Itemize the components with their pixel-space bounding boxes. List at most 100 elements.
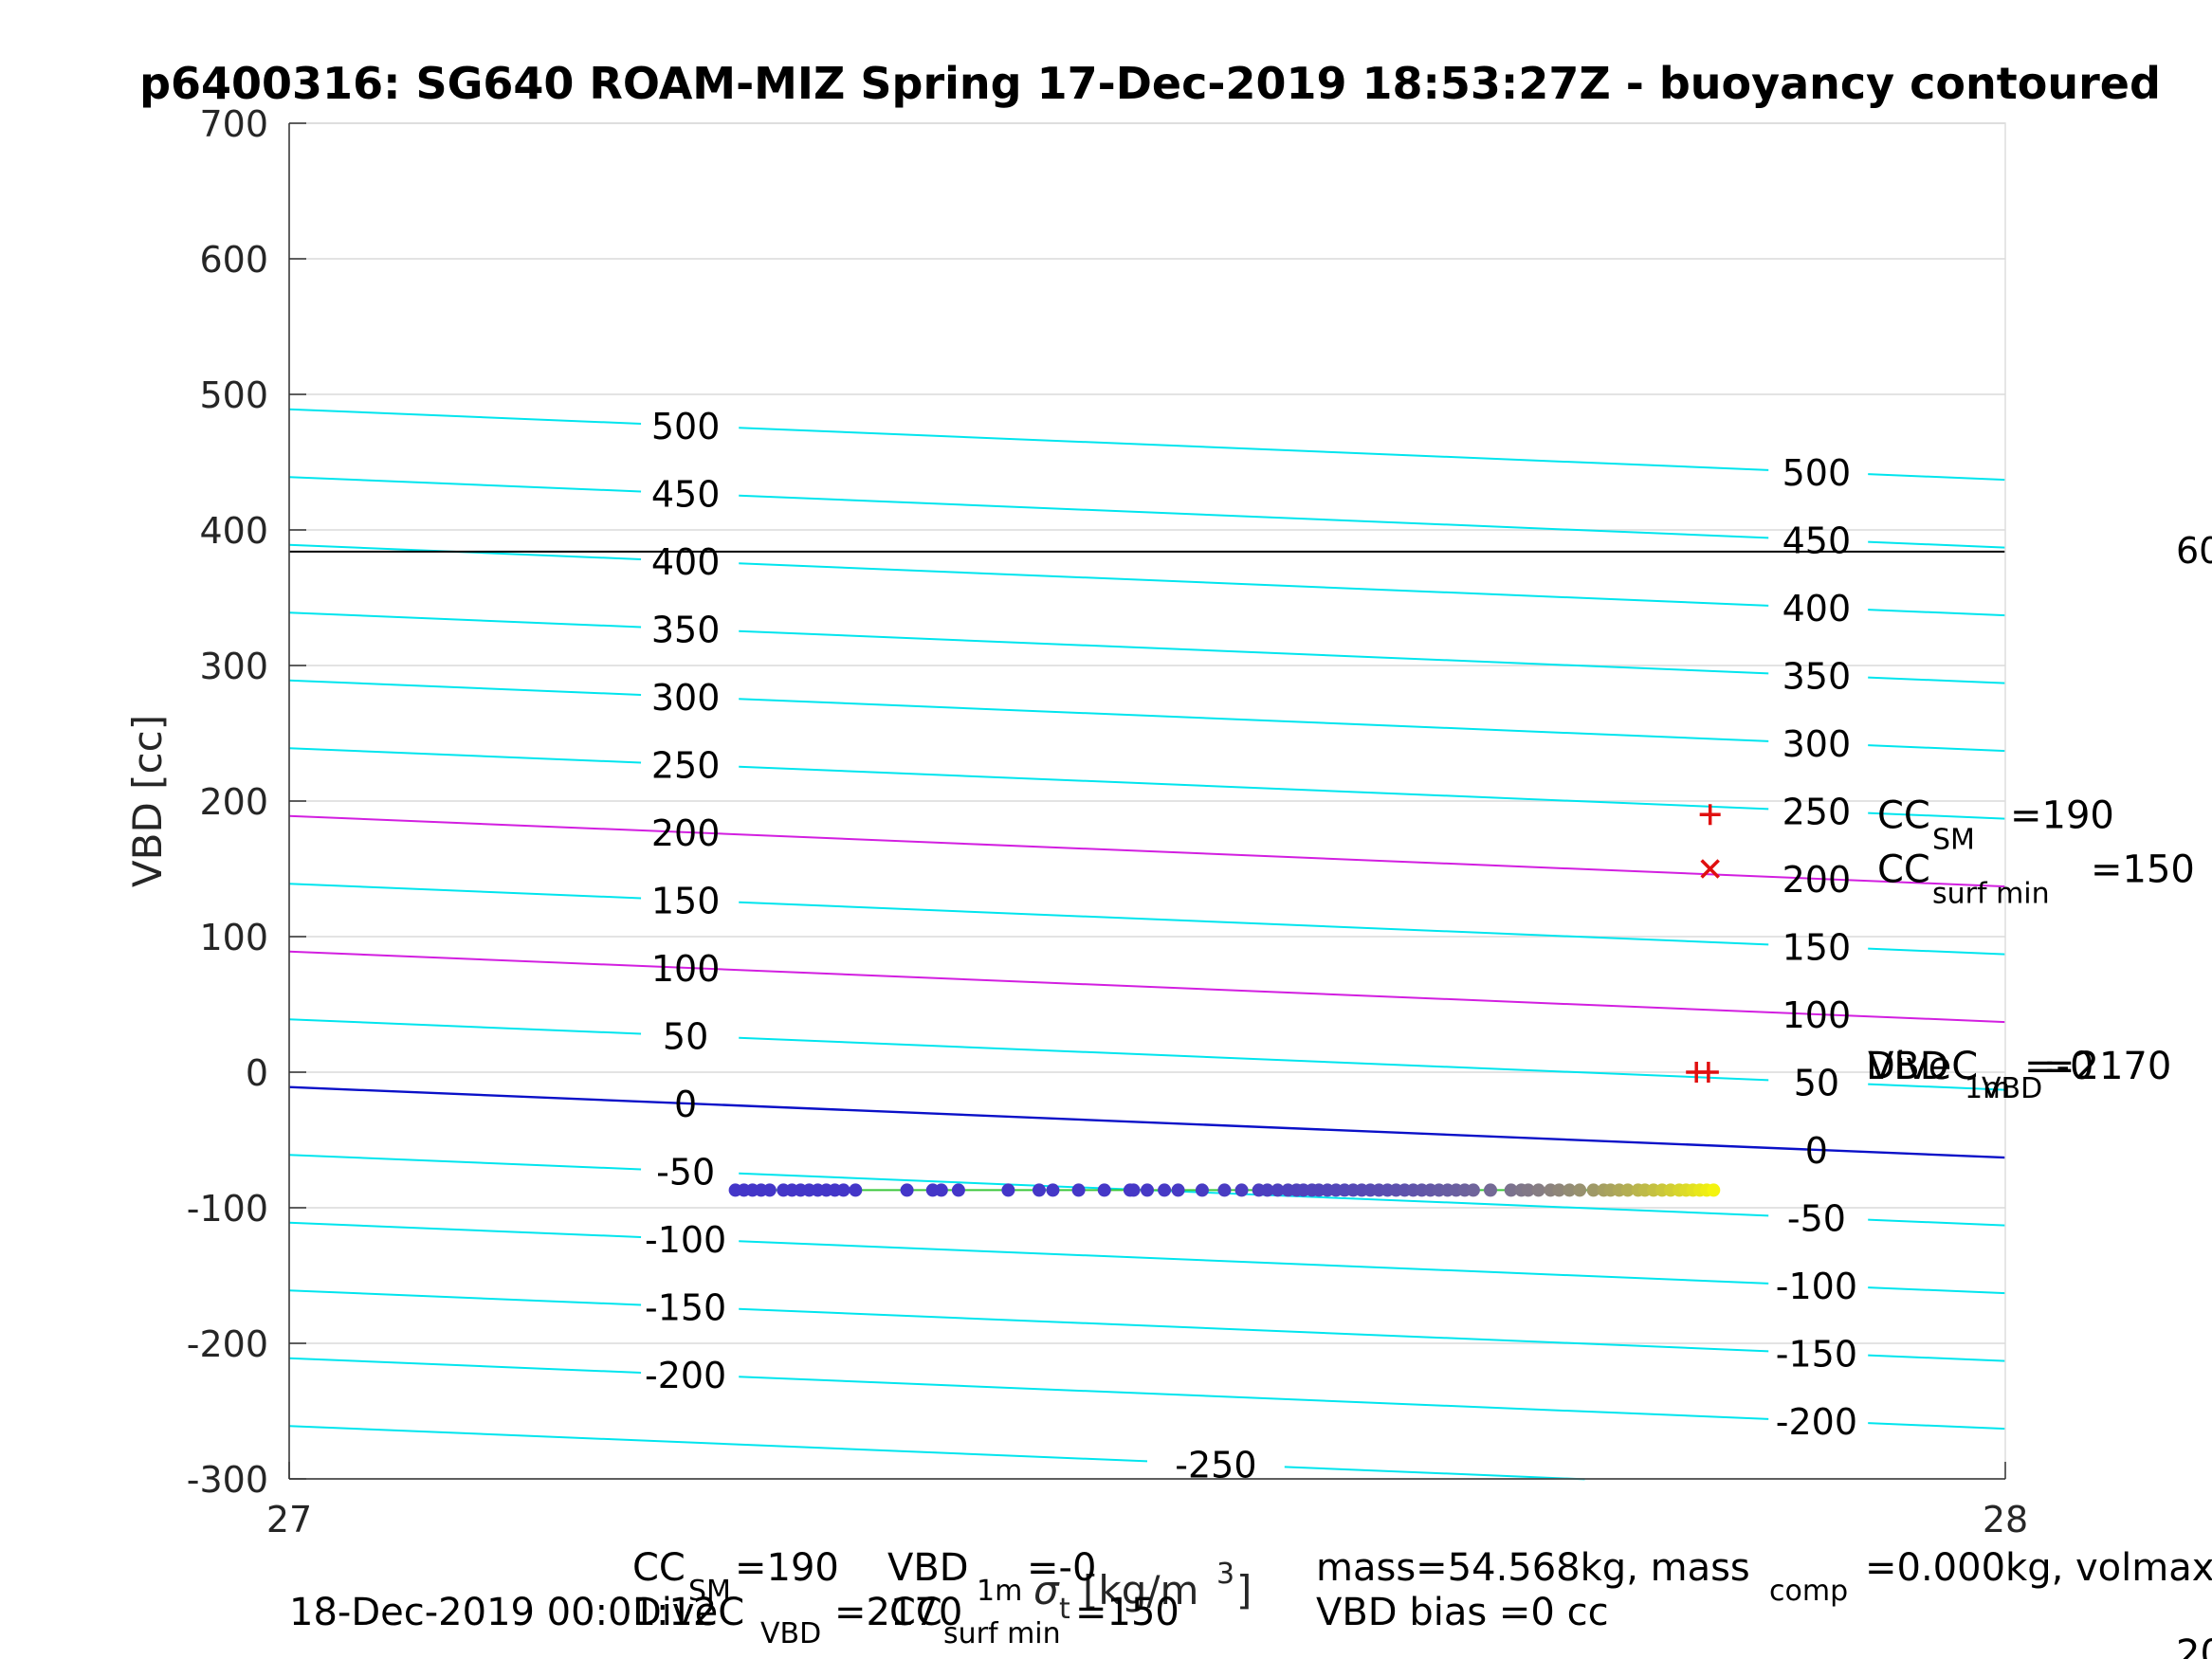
contour-label: 500 xyxy=(651,406,721,447)
y-tick-label: 100 xyxy=(199,917,268,958)
scatter-point xyxy=(762,1183,777,1197)
contour-label: -50 xyxy=(1787,1197,1846,1239)
scatter-point xyxy=(1563,1183,1577,1197)
footer-vbd1m-sub: 1m xyxy=(977,1575,1022,1608)
contour-line xyxy=(1284,1466,1585,1481)
footer-ccsm-text: CC xyxy=(632,1546,686,1590)
y-tick-label: 300 xyxy=(199,646,268,687)
scatter-point xyxy=(1141,1183,1154,1197)
contour-label: 300 xyxy=(1782,723,1852,765)
scatter-point xyxy=(1271,1183,1285,1197)
footer-vbd1m-value: =-0 xyxy=(1027,1546,1096,1590)
scatter-point xyxy=(1504,1183,1518,1197)
x-label-sub: t xyxy=(1059,1593,1070,1626)
x-label-units: [kg/m xyxy=(1083,1567,1198,1613)
contour-line xyxy=(288,1221,642,1238)
contour-line xyxy=(288,611,642,629)
contour-line xyxy=(739,1036,1769,1082)
footer-mass-rest: =0.000kg, volmax xyxy=(1865,1546,2212,1590)
scatter-point xyxy=(1001,1183,1015,1197)
contour-label: 150 xyxy=(1782,926,1852,968)
contour-line xyxy=(288,1154,642,1171)
contour-label: 250 xyxy=(1782,791,1852,832)
contour-line xyxy=(739,1376,1769,1420)
contour-line xyxy=(1868,1083,2006,1091)
overlap-vbd1m-value: =-0 xyxy=(2024,1045,2093,1088)
marker-label-main: CC xyxy=(1877,793,1930,837)
x-label-sigma: σ xyxy=(1033,1567,1060,1613)
contour-line xyxy=(288,1085,2006,1159)
scatter-point xyxy=(1484,1183,1497,1197)
x-ticks: 27 28 xyxy=(266,1462,2028,1540)
contour-labels: 500450400350300250200150100500-50-100-15… xyxy=(645,406,1857,1486)
contour-line xyxy=(1868,947,2006,956)
contour-line xyxy=(739,1172,1769,1217)
y-tick-label: -200 xyxy=(187,1323,268,1365)
contour-line xyxy=(739,765,1769,811)
contour-line xyxy=(1868,473,2006,482)
scatter-point xyxy=(900,1183,914,1197)
scatter-point xyxy=(1260,1183,1274,1197)
contour-line xyxy=(1868,1218,2006,1227)
scatter-point xyxy=(1032,1183,1046,1197)
marker-x xyxy=(1700,859,1720,879)
chart-title: p6400316: SG640 ROAM-MIZ Spring 17-Dec-2… xyxy=(139,58,2161,109)
footer-ccsurf-value: =150 xyxy=(1075,1591,1179,1634)
contour-line xyxy=(288,679,642,696)
contour-line xyxy=(288,476,642,493)
contour-line xyxy=(1868,811,2006,820)
x-label-units-sup: 3 xyxy=(1216,1558,1234,1591)
scatter-point xyxy=(1620,1183,1635,1197)
y-axis-label: VBD [cc] xyxy=(124,715,171,887)
scatter-point xyxy=(1573,1183,1587,1197)
footer-timestamp: 18-Dec-2019 00:01:12 xyxy=(289,1591,717,1634)
footer-corner-number: 20 xyxy=(2176,1632,2212,1659)
footer-ccsm-value: =190 xyxy=(735,1546,839,1590)
contour-label: -150 xyxy=(1776,1333,1857,1375)
marker-label-main: CC xyxy=(1877,848,1930,892)
y-tick-label: -300 xyxy=(187,1459,268,1501)
contour-line xyxy=(288,408,642,425)
contour-line xyxy=(739,562,1769,607)
contour-label: -200 xyxy=(1776,1401,1857,1443)
scatter-point xyxy=(836,1183,850,1197)
scatter-point xyxy=(1171,1183,1185,1197)
contour-label: 0 xyxy=(1805,1130,1828,1172)
scatter-point xyxy=(1126,1183,1141,1197)
contour-line xyxy=(739,901,1769,946)
footer-divec-value: =2170 xyxy=(834,1591,962,1634)
footer-divec-text: DiveC xyxy=(632,1591,744,1634)
marker-symbols xyxy=(1686,804,1721,1083)
x-tick-label: 28 xyxy=(1983,1499,2028,1540)
scatter-point xyxy=(1466,1183,1480,1197)
y-tick-label: -100 xyxy=(187,1188,268,1230)
contour-line xyxy=(1868,1354,2006,1362)
marker-label-sub: surf min xyxy=(1932,878,2050,911)
grid-lines xyxy=(289,122,2005,1480)
contour-label: -200 xyxy=(645,1355,726,1396)
marker-label-sub: SM xyxy=(1932,823,1975,856)
contour-lines xyxy=(288,408,2006,1481)
y-tick-label: 600 xyxy=(199,239,268,281)
overlap-divec-text: DiveC xyxy=(1866,1045,1978,1088)
scatter-point xyxy=(1195,1183,1209,1197)
footer-ccsm-sub: SM xyxy=(688,1575,731,1608)
contour-label: 100 xyxy=(651,948,721,990)
scatter-point xyxy=(1046,1183,1060,1197)
contour-line xyxy=(739,629,1769,675)
contour-line xyxy=(288,1018,642,1035)
footer-mass-text: mass=54.568kg, mass xyxy=(1316,1546,1750,1590)
contour-line xyxy=(739,698,1769,742)
scatter-point xyxy=(849,1183,863,1197)
x-label-units-close: ] xyxy=(1236,1567,1252,1613)
footer: 18-Dec-2019 00:01:12 CC SM =190 VBD 1m =… xyxy=(289,1546,2212,1659)
scatter-point xyxy=(1097,1183,1111,1197)
y-tick-label: 400 xyxy=(199,510,268,552)
overlap-divec-value: =2170 xyxy=(2043,1045,2171,1088)
contour-line xyxy=(288,1357,642,1374)
scatter-point xyxy=(1707,1183,1721,1197)
contour-label: 400 xyxy=(1782,588,1852,629)
scatter-point xyxy=(1071,1183,1086,1197)
y-tick-label: 700 xyxy=(199,103,268,145)
